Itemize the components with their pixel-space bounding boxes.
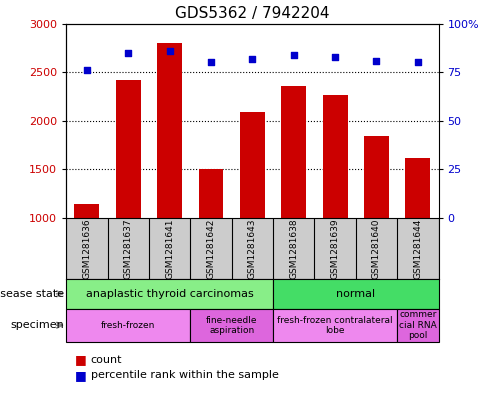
- Point: [414, 59, 422, 66]
- Bar: [397, 309, 439, 342]
- Text: anaplastic thyroid carcinomas: anaplastic thyroid carcinomas: [86, 289, 253, 299]
- Text: GSM1281644: GSM1281644: [414, 219, 422, 279]
- Point: [124, 50, 132, 56]
- Text: fresh-frozen: fresh-frozen: [101, 321, 155, 330]
- Point: [83, 67, 91, 73]
- Point: [166, 48, 173, 54]
- Text: fine-needle
aspiration: fine-needle aspiration: [206, 316, 257, 335]
- Text: GSM1281641: GSM1281641: [165, 219, 174, 279]
- Text: normal: normal: [336, 289, 375, 299]
- Bar: [405, 158, 430, 218]
- Text: GSM1281642: GSM1281642: [206, 219, 216, 279]
- Bar: [240, 112, 265, 218]
- Text: count: count: [91, 354, 122, 365]
- Point: [372, 57, 380, 64]
- Bar: [198, 169, 223, 218]
- Text: ■: ■: [75, 353, 87, 366]
- Text: GSM1281637: GSM1281637: [123, 218, 133, 279]
- Text: GSM1281639: GSM1281639: [331, 218, 340, 279]
- Title: GDS5362 / 7942204: GDS5362 / 7942204: [175, 6, 330, 21]
- Text: percentile rank within the sample: percentile rank within the sample: [91, 370, 278, 380]
- Text: fresh-frozen contralateral
lobe: fresh-frozen contralateral lobe: [277, 316, 393, 335]
- Bar: [273, 309, 397, 342]
- Bar: [74, 204, 99, 218]
- Text: GSM1281640: GSM1281640: [372, 219, 381, 279]
- Bar: [66, 309, 190, 342]
- Bar: [281, 86, 306, 218]
- Text: disease state: disease state: [0, 289, 64, 299]
- Bar: [273, 279, 439, 309]
- Point: [248, 55, 256, 62]
- Bar: [66, 279, 273, 309]
- Bar: [364, 136, 389, 218]
- Text: GSM1281636: GSM1281636: [82, 218, 91, 279]
- Bar: [116, 80, 141, 218]
- Point: [290, 51, 297, 58]
- Text: GSM1281638: GSM1281638: [289, 218, 298, 279]
- Bar: [190, 309, 273, 342]
- Text: ■: ■: [75, 369, 87, 382]
- Point: [331, 53, 339, 60]
- Bar: [323, 95, 347, 218]
- Bar: [157, 43, 182, 218]
- Text: GSM1281643: GSM1281643: [248, 219, 257, 279]
- Point: [207, 59, 215, 66]
- Text: specimen: specimen: [10, 320, 64, 330]
- Text: commer
cial RNA
pool: commer cial RNA pool: [399, 310, 437, 340]
